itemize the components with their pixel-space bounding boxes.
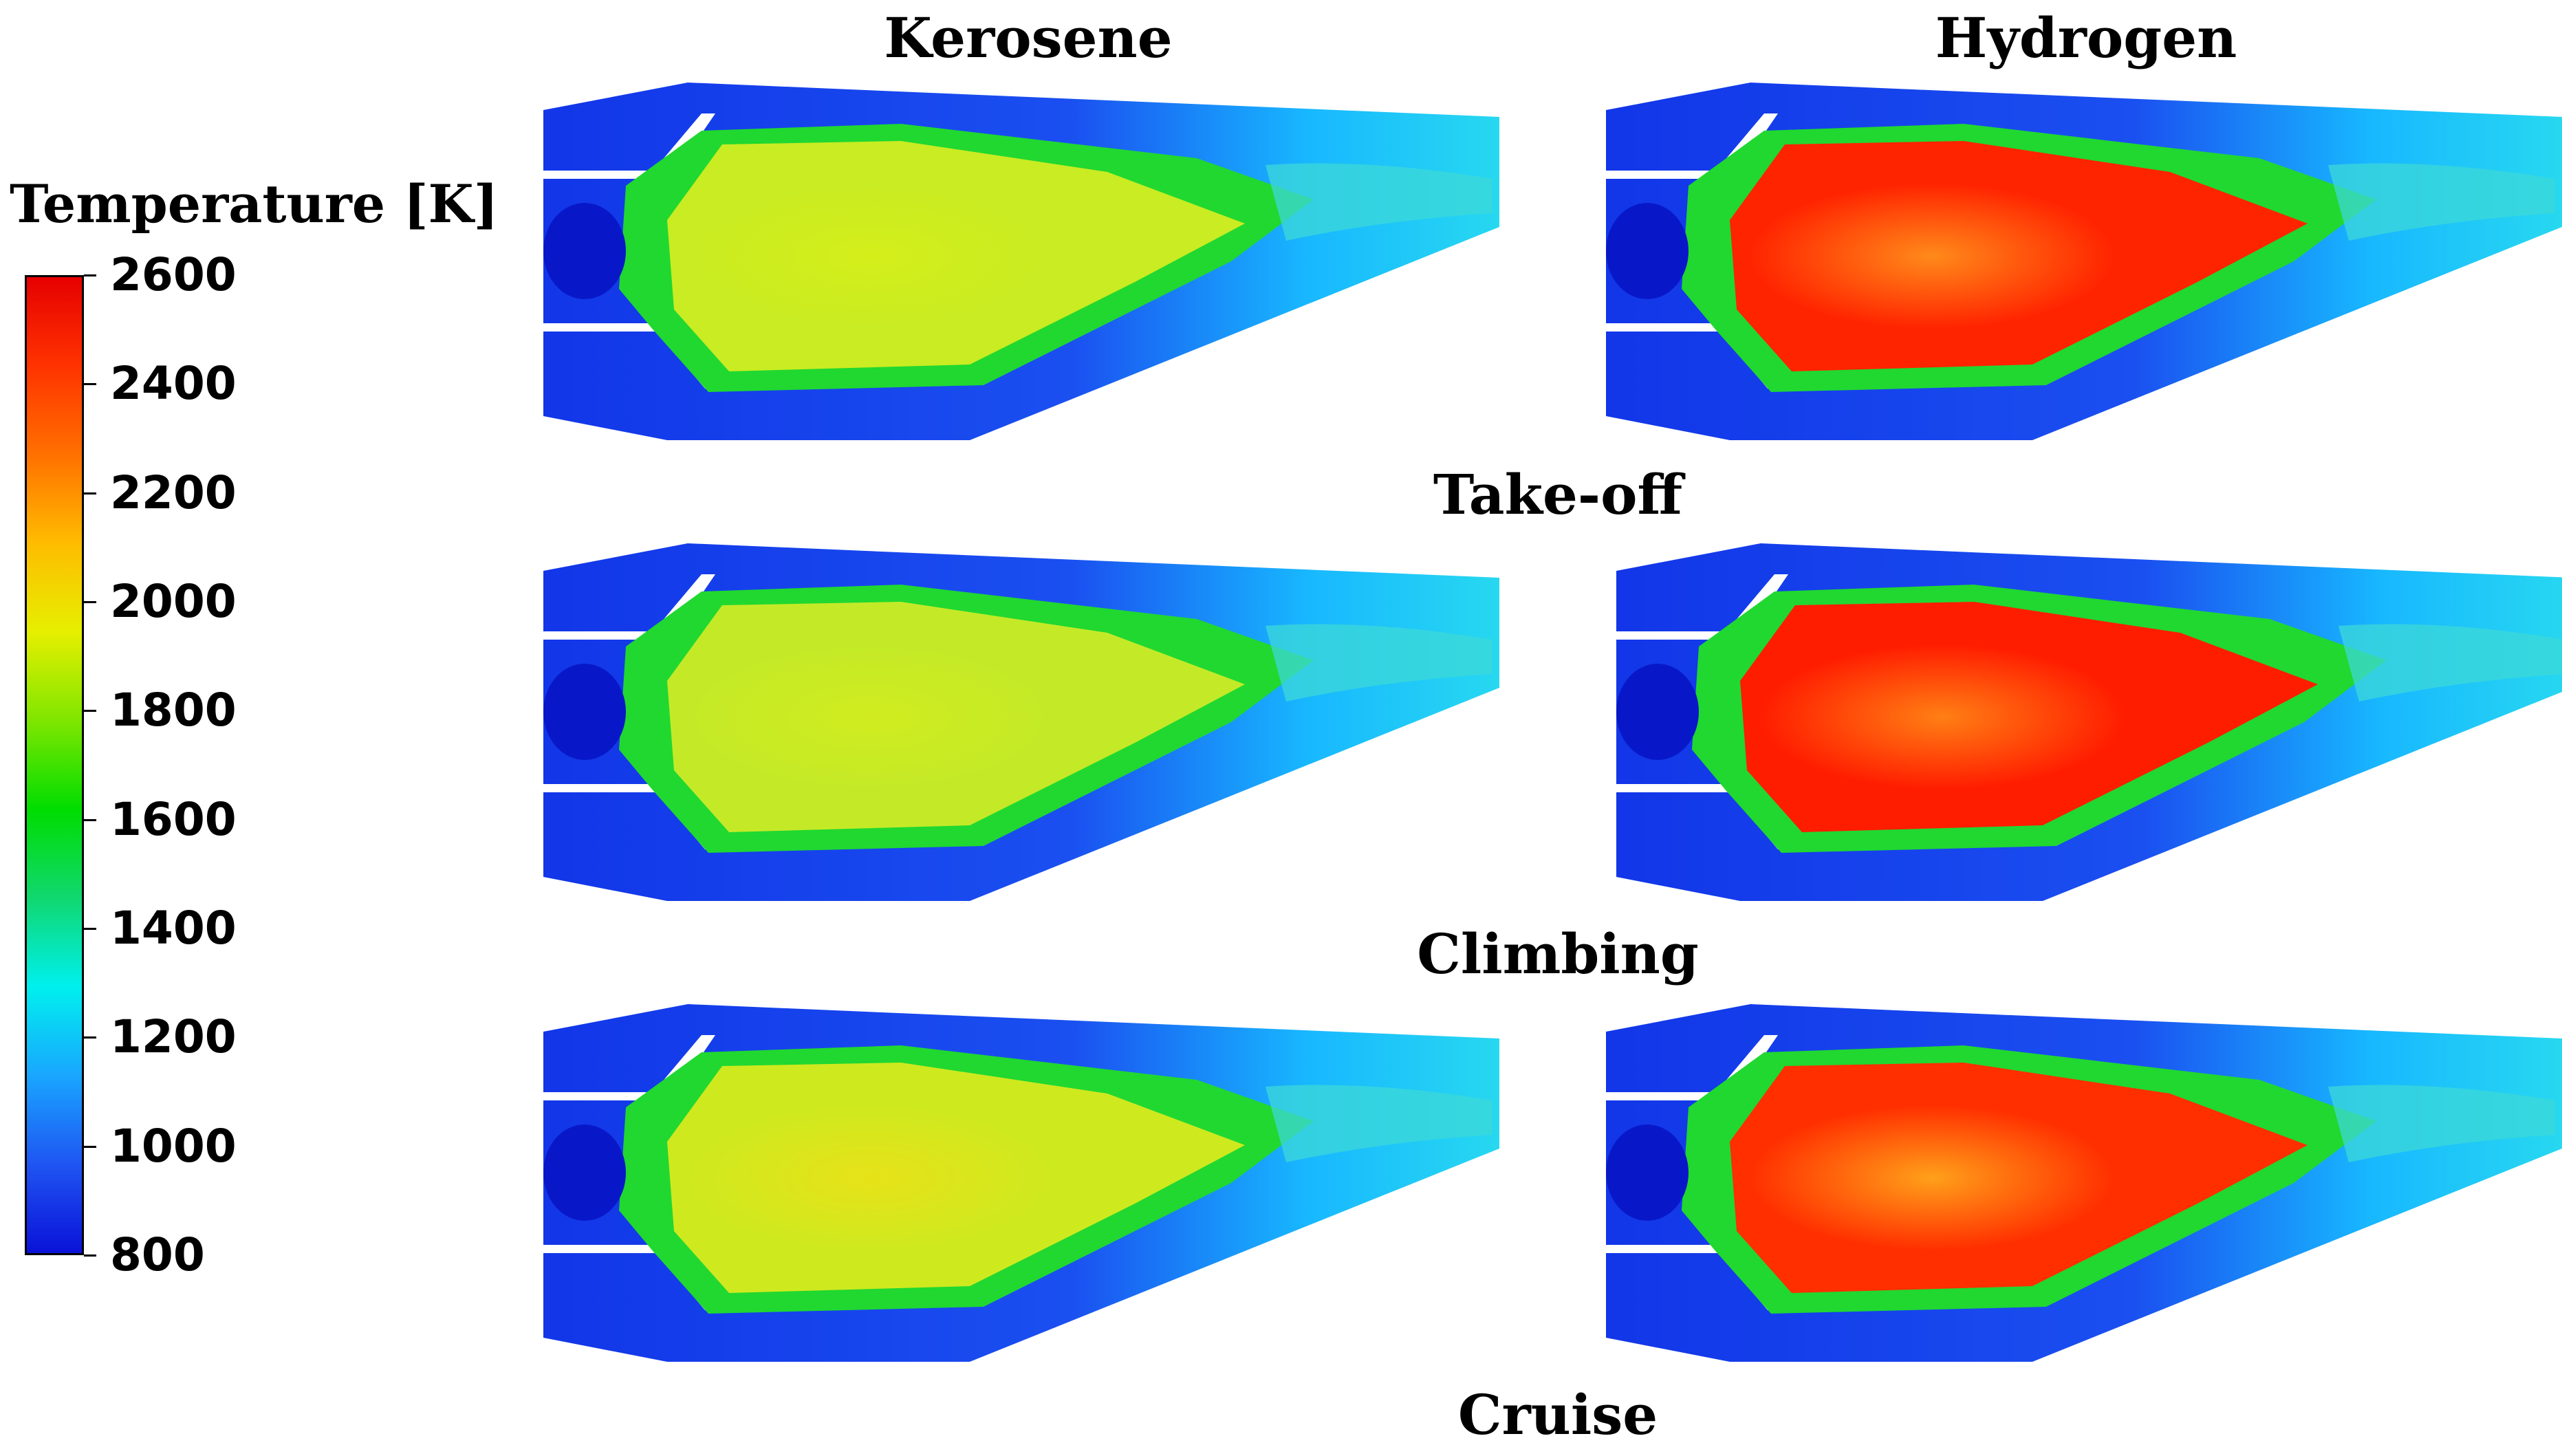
panel-cruise-kerosene	[543, 1004, 1506, 1362]
inlet-recirculation	[1616, 664, 1699, 760]
combustor-temperature-map	[543, 1004, 1499, 1362]
colorbar-tick	[84, 1036, 96, 1039]
inlet-recirculation	[1606, 1124, 1689, 1221]
colorbar-tick	[84, 274, 96, 276]
colorbar-tick	[84, 1254, 96, 1257]
colorbar-tick-label: 2400	[110, 357, 237, 411]
inlet-recirculation	[1606, 203, 1689, 299]
flame-core	[1730, 1063, 2308, 1293]
colorbar-tick	[84, 383, 96, 386]
colorbar-tick	[84, 710, 96, 713]
flame-core	[667, 1063, 1245, 1293]
column-title-hydrogen: Hydrogen	[1935, 6, 2237, 70]
combustor-temperature-map	[1606, 1004, 2562, 1362]
colorbar-tick-label: 1400	[110, 902, 237, 955]
panel-climbing-hydrogen	[1616, 543, 2562, 901]
colorbar-tick-label: 1800	[110, 684, 237, 737]
inlet-recirculation	[543, 1124, 626, 1221]
panel-takeoff-kerosene	[543, 83, 1506, 440]
colorbar-tick	[84, 601, 96, 603]
colorbar-tick	[84, 1145, 96, 1148]
combustor-temperature-map	[1616, 543, 2562, 901]
temperature-colorbar	[25, 275, 84, 1255]
inlet-recirculation	[543, 203, 626, 299]
colorbar-tick	[84, 928, 96, 930]
row-label-takeoff: Take-off	[1433, 462, 1683, 527]
colorbar-tick-label: 1200	[110, 1010, 237, 1064]
column-title-kerosene: Kerosene	[884, 6, 1173, 70]
flame-core	[1730, 141, 2308, 371]
combustor-temperature-map	[543, 83, 1499, 440]
colorbar-tick-label: 1600	[110, 792, 237, 846]
colorbar-tick-label: 2200	[110, 466, 237, 519]
combustor-temperature-map	[543, 543, 1499, 901]
colorbar-tick	[84, 492, 96, 495]
colorbar-tick-label: 1000	[110, 1119, 237, 1173]
colorbar-tick	[84, 818, 96, 821]
flame-core	[667, 141, 1245, 371]
colorbar-tick-label: 800	[110, 1228, 205, 1281]
legend-title: Temperature [K]	[10, 173, 499, 235]
inlet-recirculation	[543, 664, 626, 760]
row-label-cruise: Cruise	[1457, 1382, 1658, 1447]
flame-core	[667, 602, 1245, 832]
panel-takeoff-hydrogen	[1606, 83, 2562, 440]
flame-core	[1740, 602, 2318, 832]
panel-cruise-hydrogen	[1606, 1004, 2562, 1362]
colorbar-tick-label: 2600	[110, 248, 237, 301]
combustor-temperature-map	[1606, 83, 2562, 440]
colorbar-tick-label: 2000	[110, 575, 237, 628]
row-label-climbing: Climbing	[1417, 922, 1699, 986]
panel-climbing-kerosene	[543, 543, 1506, 901]
